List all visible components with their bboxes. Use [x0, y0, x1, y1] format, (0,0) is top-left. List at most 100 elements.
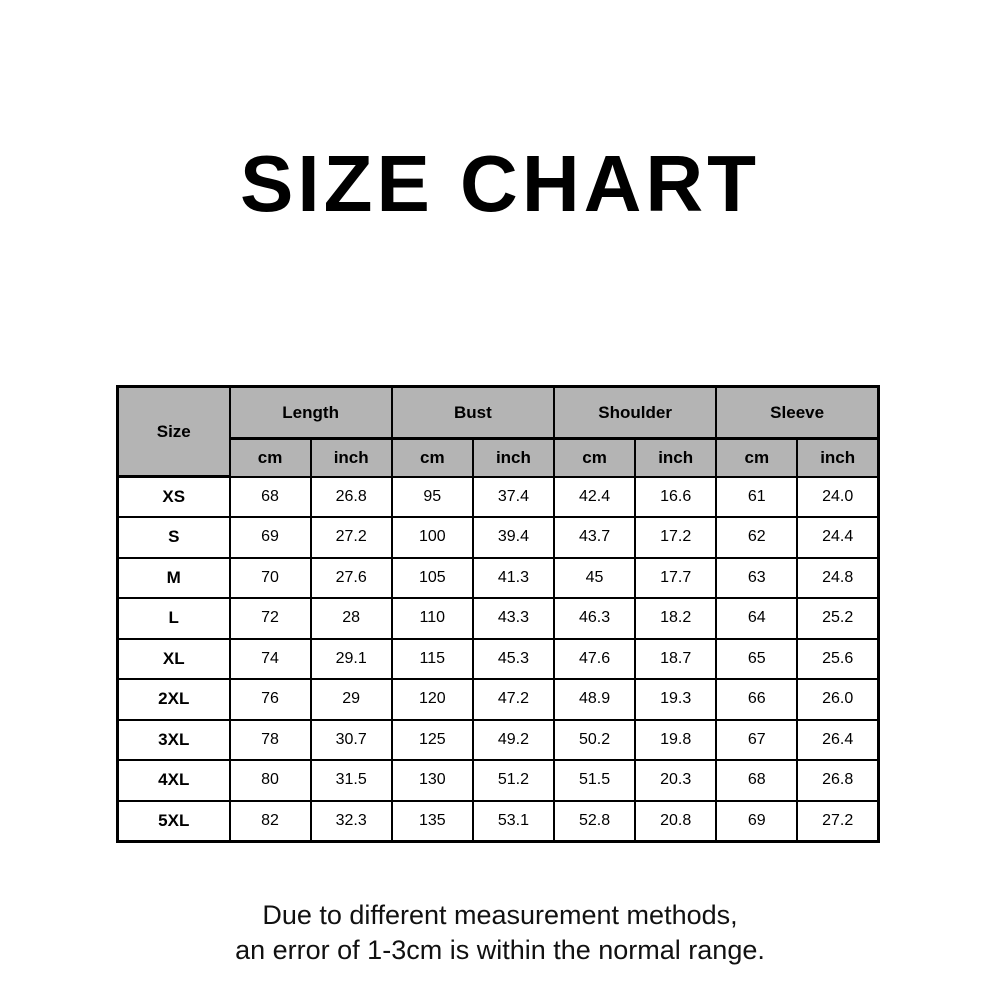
value-cell: 28 [309, 597, 393, 640]
value-cell: 51.5 [552, 759, 637, 802]
value-cell: 67 [715, 718, 799, 761]
value-cell: 29.1 [309, 637, 393, 680]
footer-line-1: Due to different measurement methods, [262, 900, 738, 930]
value-cell: 69 [715, 799, 799, 842]
table-body: XS 68 26.8 95 37.4 42.4 16.6 61 24.0 S 69 27.2 100 39… [116, 475, 880, 842]
value-cell: 17.2 [634, 516, 718, 559]
footer-note: Due to different measurement methods, an… [0, 898, 1000, 968]
value-cell: 50.2 [552, 718, 637, 761]
size-label-cell: M [116, 556, 231, 599]
unit-header: cm [552, 437, 637, 478]
corner-header-size: Size [116, 385, 231, 478]
value-cell: 63 [715, 556, 799, 599]
value-cell: 25.6 [796, 637, 880, 680]
value-cell: 51.2 [471, 759, 556, 802]
value-cell: 43.3 [471, 597, 556, 640]
value-cell: 53.1 [471, 799, 556, 842]
size-label-cell: XL [116, 637, 231, 680]
value-cell: 76 [228, 678, 312, 721]
table-row: 2XL 76 29 120 47.2 48.9 19.3 66 26.0 [116, 678, 880, 721]
value-cell: 68 [715, 759, 799, 802]
unit-header: inch [309, 437, 393, 478]
value-cell: 61 [715, 475, 799, 518]
table-row: 5XL 82 32.3 135 53.1 52.8 20.8 69 27.2 [116, 799, 880, 842]
table-row: L 72 28 110 43.3 46.3 18.2 64 25.2 [116, 597, 880, 640]
size-label-cell: 2XL [116, 678, 231, 721]
value-cell: 47.6 [552, 637, 637, 680]
value-cell: 31.5 [309, 759, 393, 802]
value-cell: 18.2 [634, 597, 718, 640]
value-cell: 48.9 [552, 678, 637, 721]
value-cell: 24.8 [796, 556, 880, 599]
value-cell: 65 [715, 637, 799, 680]
value-cell: 115 [390, 637, 474, 680]
value-cell: 105 [390, 556, 474, 599]
unit-header: cm [390, 437, 474, 478]
value-cell: 29 [309, 678, 393, 721]
value-cell: 78 [228, 718, 312, 761]
size-label-cell: 5XL [116, 799, 231, 842]
unit-header: inch [471, 437, 556, 478]
value-cell: 19.3 [634, 678, 718, 721]
table-row: 3XL 78 30.7 125 49.2 50.2 19.8 67 26.4 [116, 718, 880, 761]
table-row: S 69 27.2 100 39.4 43.7 17.2 62 24.4 [116, 516, 880, 559]
value-cell: 100 [390, 516, 474, 559]
group-header-shoulder: Shoulder [552, 385, 718, 440]
value-cell: 25.2 [796, 597, 880, 640]
value-cell: 30.7 [309, 718, 393, 761]
value-cell: 27.2 [796, 799, 880, 842]
value-cell: 110 [390, 597, 474, 640]
table-row: 4XL 80 31.5 130 51.2 51.5 20.3 68 26.8 [116, 759, 880, 802]
value-cell: 26.0 [796, 678, 880, 721]
table-group-header-row: Size Length Bust Shoulder Sleeve [116, 385, 880, 478]
value-cell: 17.7 [634, 556, 718, 599]
unit-header: inch [634, 437, 718, 478]
unit-header: cm [715, 437, 799, 478]
value-cell: 16.6 [634, 475, 718, 518]
value-cell: 20.3 [634, 759, 718, 802]
value-cell: 120 [390, 678, 474, 721]
group-header-length: Length [228, 385, 393, 440]
value-cell: 80 [228, 759, 312, 802]
value-cell: 32.3 [309, 799, 393, 842]
unit-header: cm [228, 437, 312, 478]
value-cell: 82 [228, 799, 312, 842]
value-cell: 125 [390, 718, 474, 761]
size-label-cell: 4XL [116, 759, 231, 802]
value-cell: 26.4 [796, 718, 880, 761]
value-cell: 72 [228, 597, 312, 640]
value-cell: 26.8 [796, 759, 880, 802]
value-cell: 45 [552, 556, 637, 599]
value-cell: 45.3 [471, 637, 556, 680]
value-cell: 27.6 [309, 556, 393, 599]
table-row: XL 74 29.1 115 45.3 47.6 18.7 65 25.6 [116, 637, 880, 680]
value-cell: 24.0 [796, 475, 880, 518]
value-cell: 20.8 [634, 799, 718, 842]
value-cell: 37.4 [471, 475, 556, 518]
value-cell: 27.2 [309, 516, 393, 559]
table-row: M 70 27.6 105 41.3 45 17.7 63 24.8 [116, 556, 880, 599]
page-title: SIZE CHART [240, 139, 760, 228]
group-header-bust: Bust [390, 385, 556, 440]
value-cell: 135 [390, 799, 474, 842]
value-cell: 19.8 [634, 718, 718, 761]
value-cell: 74 [228, 637, 312, 680]
footer-line-2: an error of 1-3cm is within the normal r… [235, 935, 765, 966]
table-row: XS 68 26.8 95 37.4 42.4 16.6 61 24.0 [116, 475, 880, 518]
value-cell: 18.7 [634, 637, 718, 680]
size-chart-table: Size Length Bust Shoulder Sleeve cm inch… [116, 385, 880, 843]
size-label-cell: L [116, 597, 231, 640]
value-cell: 70 [228, 556, 312, 599]
size-label-cell: 3XL [116, 718, 231, 761]
value-cell: 62 [715, 516, 799, 559]
size-label-cell: XS [116, 475, 231, 518]
value-cell: 47.2 [471, 678, 556, 721]
size-label-cell: S [116, 516, 231, 559]
value-cell: 52.8 [552, 799, 637, 842]
group-header-sleeve: Sleeve [715, 385, 880, 440]
value-cell: 24.4 [796, 516, 880, 559]
value-cell: 66 [715, 678, 799, 721]
value-cell: 68 [228, 475, 312, 518]
value-cell: 95 [390, 475, 474, 518]
